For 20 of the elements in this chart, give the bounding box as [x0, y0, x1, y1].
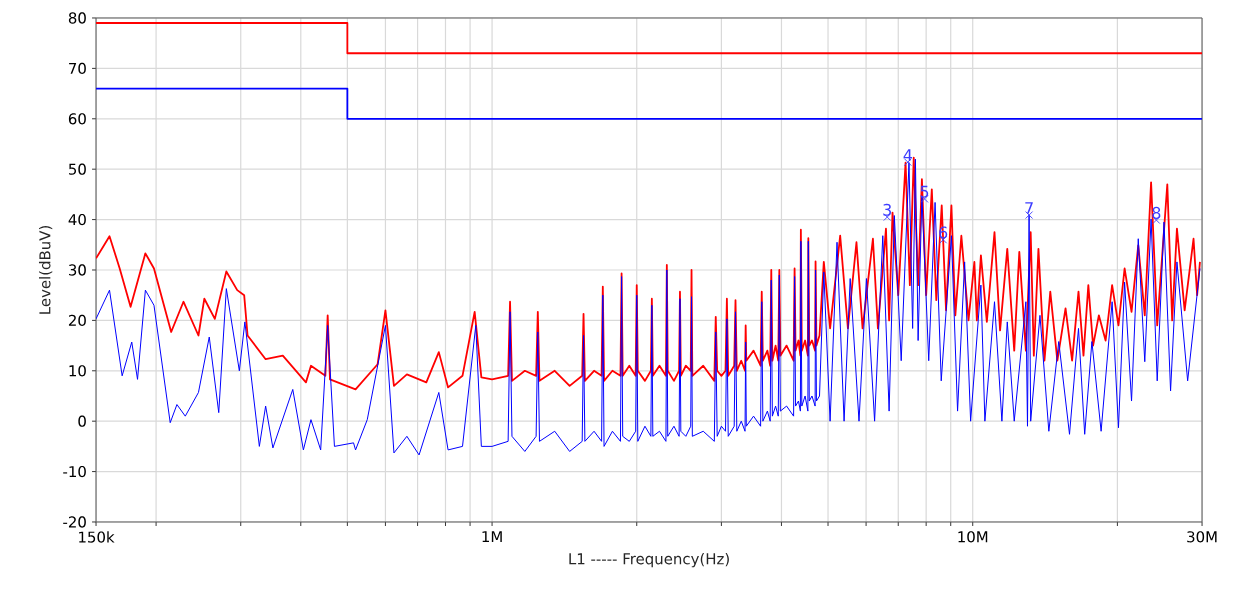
y-tick-label: -20: [63, 516, 86, 528]
y-tick-label: 70: [69, 62, 86, 75]
y-tick-label: 50: [69, 163, 86, 175]
y-tick-label: 20: [68, 314, 86, 327]
x-tick-label: 30M: [1187, 531, 1217, 543]
y-tick-label: 40: [68, 213, 86, 226]
x-axis-title: L1 ----- Frequency(Hz): [569, 552, 729, 568]
y-axis-title: Level(dBuV): [38, 225, 53, 314]
y-tick-label: 0: [78, 415, 86, 427]
annotation: 7: [1025, 202, 1033, 214]
x-tick-label: 1M: [482, 531, 502, 543]
y-tick-label: -10: [63, 465, 86, 478]
annotation: 3: [883, 203, 892, 216]
x-tick-label: 10M: [958, 531, 988, 543]
y-tick-label: 60: [68, 113, 86, 125]
annotation: 4: [903, 149, 913, 161]
x-tick-label: 150k: [79, 531, 115, 543]
y-tick-label: 30: [69, 264, 86, 276]
y-tick-label: 80: [68, 12, 86, 24]
y-tick-label: 10: [69, 365, 86, 377]
